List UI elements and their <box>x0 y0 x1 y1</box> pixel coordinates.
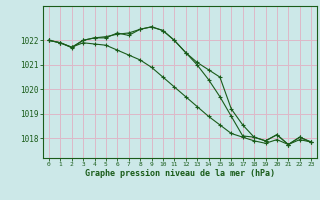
X-axis label: Graphe pression niveau de la mer (hPa): Graphe pression niveau de la mer (hPa) <box>85 169 275 178</box>
